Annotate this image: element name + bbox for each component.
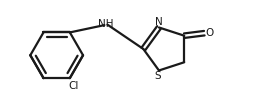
Text: NH: NH: [98, 19, 113, 29]
Text: O: O: [206, 28, 214, 38]
Text: Cl: Cl: [68, 81, 79, 91]
Text: S: S: [154, 71, 161, 81]
Text: N: N: [155, 17, 163, 27]
